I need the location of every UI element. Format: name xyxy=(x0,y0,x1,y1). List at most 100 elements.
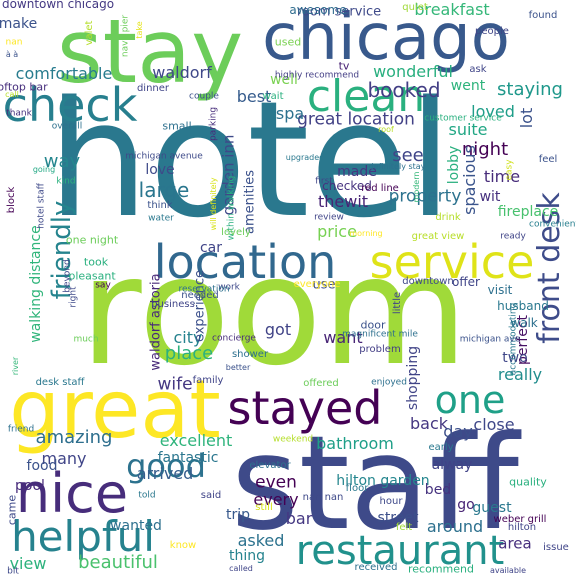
word-everyone: everyone xyxy=(293,279,341,290)
word-dinner: dinner xyxy=(136,83,170,94)
word-downtown-chicago: downtown chicago xyxy=(1,0,115,11)
word-work: work xyxy=(218,282,240,293)
word-kind: kind xyxy=(56,176,76,187)
word-little: little xyxy=(392,291,403,315)
word-great-location: great location xyxy=(297,109,415,130)
word-morning: morning xyxy=(349,229,383,238)
word-available: available xyxy=(489,566,527,575)
word-street: street xyxy=(377,510,419,526)
word-car: car xyxy=(199,240,223,256)
word-one-night: one night xyxy=(65,233,119,247)
word-thank: thank xyxy=(6,108,32,119)
word-one: one xyxy=(434,378,506,422)
word-bar: bar xyxy=(285,509,313,528)
word-first: first xyxy=(315,176,333,187)
word-walking-distance: walking distance xyxy=(28,225,44,343)
word-walk: walk xyxy=(510,316,538,330)
word-day: day xyxy=(443,422,473,441)
word-spa: spa xyxy=(275,104,305,123)
word-know: know xyxy=(169,540,197,551)
word-reservation: reservation xyxy=(178,284,230,295)
word-block: block xyxy=(6,186,17,214)
word-tv: tv xyxy=(338,59,350,73)
word-hour: hour xyxy=(379,496,403,507)
word-family: family xyxy=(192,375,224,386)
word-love: love xyxy=(145,162,175,178)
word-navy-pier: navy pier xyxy=(120,14,131,58)
word-back: back xyxy=(409,414,449,433)
word-valet: valet xyxy=(84,20,95,46)
word-michigan-ave: michigan ave xyxy=(459,334,521,345)
word-food: food xyxy=(26,458,58,474)
word-trip: trip xyxy=(225,507,251,523)
word-two: two xyxy=(502,350,528,366)
word-shopping: shopping xyxy=(405,345,421,411)
word-hotel: hotel xyxy=(47,66,453,253)
word-parking: parking xyxy=(208,106,219,142)
word-people: people xyxy=(475,26,509,37)
word-city: city xyxy=(173,328,203,347)
word-night: night xyxy=(461,139,509,160)
word-easy: easy xyxy=(504,159,515,181)
word-got: got xyxy=(264,320,292,339)
word-room-service: room service xyxy=(296,4,382,20)
word-issue: issue xyxy=(543,542,569,553)
word-staff: staff xyxy=(231,407,519,559)
word-hotel-staff: hotel staff xyxy=(36,183,47,229)
word-roof: roof xyxy=(378,125,394,134)
word-shower: shower xyxy=(231,349,269,360)
word-booked: booked xyxy=(367,78,441,102)
word-quiet: quiet xyxy=(402,2,428,13)
word-awesome: awesome xyxy=(289,3,347,17)
word-downtown: downtown xyxy=(402,276,454,287)
word-customer-service: customer service xyxy=(424,113,502,124)
word-received: received xyxy=(354,562,398,573)
word-bed: bed xyxy=(424,482,452,498)
word-going: going xyxy=(32,165,56,174)
word-call: call xyxy=(5,90,19,99)
word-large: large xyxy=(138,178,190,202)
word-amenities: amenities xyxy=(242,170,258,234)
word-red-line: red line xyxy=(361,183,399,194)
word-want: want xyxy=(323,328,363,347)
word-location: location xyxy=(153,235,337,289)
word-recommend: recommend xyxy=(408,562,474,576)
word-check: check xyxy=(2,78,138,132)
word-bit: bit xyxy=(7,566,19,576)
word-feel: feel xyxy=(538,154,558,165)
word-elevator: elevator xyxy=(249,460,291,471)
word-great: great xyxy=(9,363,221,456)
word-visit: visit xyxy=(487,283,513,297)
word-enjoyed: enjoyed xyxy=(371,377,407,388)
word-hilton-garden: hilton garden xyxy=(336,473,430,489)
word-upgraded: upgraded xyxy=(285,153,325,162)
word-modern: modern xyxy=(412,171,421,203)
word-rooftop-bar: rooftop bar xyxy=(0,80,48,94)
word-restaurant: restaurant xyxy=(295,528,505,574)
word-close: close xyxy=(473,415,515,434)
word-wife: wife xyxy=(157,374,193,395)
word-still: still xyxy=(255,502,273,513)
word-used: used xyxy=(274,35,302,49)
word-weekend: weekend xyxy=(272,434,314,445)
word-drink: drink xyxy=(435,212,461,223)
word-experience: experience xyxy=(192,269,208,343)
word-couple: couple xyxy=(189,91,219,102)
word-river: river xyxy=(11,356,20,376)
word-price: price xyxy=(317,222,357,241)
word-stayed: stayed xyxy=(227,381,383,435)
word-take: take xyxy=(135,21,144,39)
word-guest: guest xyxy=(472,500,512,516)
word-loved: loved xyxy=(471,102,515,121)
word-wait: wait xyxy=(262,91,284,102)
word-great-view: great view xyxy=(411,231,465,242)
word-overall: overall xyxy=(51,121,83,132)
word-think: think xyxy=(147,200,173,211)
word-took: took xyxy=(83,255,109,269)
word-beautiful: beautiful xyxy=(78,552,158,573)
word-door: door xyxy=(360,318,386,332)
word-arrived: arrived xyxy=(136,464,194,483)
word-called: called xyxy=(229,564,253,573)
word-concierge: concierge xyxy=(212,333,256,344)
